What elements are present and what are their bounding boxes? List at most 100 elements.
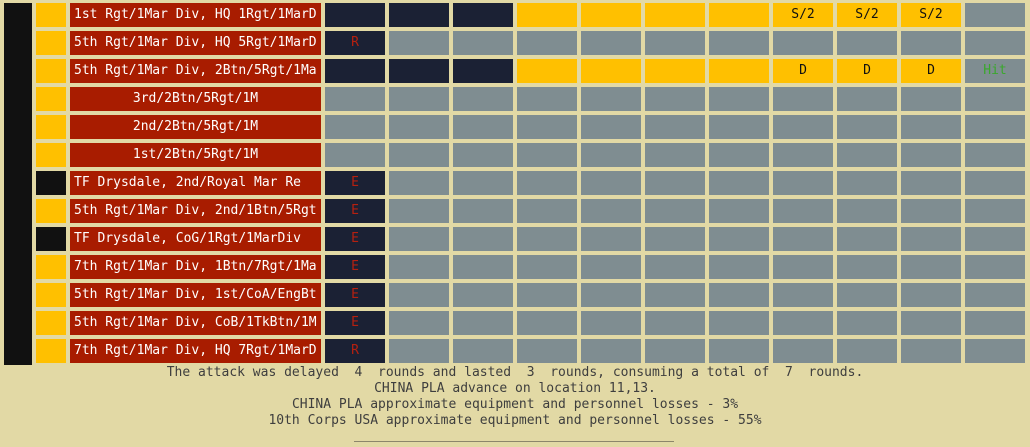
- round-result-cell: [773, 283, 833, 307]
- round-result-cell: [581, 3, 641, 27]
- unit-side-marker: [36, 255, 66, 279]
- round-result-cell: [517, 199, 577, 223]
- unit-name[interactable]: 5th Rgt/1Mar Div, 2Btn/5Rgt/1Ma: [70, 59, 321, 83]
- unit-name[interactable]: 5th Rgt/1Mar Div, 1st/CoA/EngBt: [70, 283, 321, 307]
- round-result-cell: [389, 199, 449, 223]
- unit-row[interactable]: 1st/2Btn/5Rgt/1M: [0, 140, 1030, 168]
- unit-side-marker: [36, 115, 66, 139]
- unit-name[interactable]: 7th Rgt/1Mar Div, HQ 7Rgt/1MarD: [70, 339, 321, 363]
- round-result-cell: S/2: [837, 3, 897, 27]
- round-result-cell: [901, 283, 961, 307]
- round-result-cell: [709, 255, 769, 279]
- unit-name[interactable]: 5th Rgt/1Mar Div, HQ 5Rgt/1MarD: [70, 31, 321, 55]
- unit-name[interactable]: 1st Rgt/1Mar Div, HQ 1Rgt/1MarD: [70, 3, 321, 27]
- round-result-cell: [645, 283, 705, 307]
- unit-side-marker: [36, 283, 66, 307]
- round-result-cell: [581, 171, 641, 195]
- round-result-cell: [389, 255, 449, 279]
- round-result-cell: [645, 115, 705, 139]
- round-result-cell: [453, 339, 513, 363]
- round-result-cell: [645, 171, 705, 195]
- round-result-cell: [453, 171, 513, 195]
- round-result-cell: [517, 171, 577, 195]
- round-result-cell: [325, 87, 385, 111]
- round-result-cell: [581, 59, 641, 83]
- round-result-cell: [709, 171, 769, 195]
- round-result-cell: [453, 311, 513, 335]
- round-result-cell: [965, 3, 1025, 27]
- round-result-cell: [837, 255, 897, 279]
- combat-results-grid: 1st Rgt/1Mar Div, HQ 1Rgt/1MarD S/2 S/2 S/2…: [0, 0, 1030, 365]
- unit-side-marker: [36, 31, 66, 55]
- round-result-cell: [965, 171, 1025, 195]
- unit-name[interactable]: 7th Rgt/1Mar Div, 1Btn/7Rgt/1Ma: [70, 255, 321, 279]
- round-result-cell: [709, 31, 769, 55]
- round-result-cell: E: [325, 283, 385, 307]
- round-result-cell: [965, 143, 1025, 167]
- round-result-cell: [581, 199, 641, 223]
- round-result-cell: [645, 59, 705, 83]
- round-result-cell: [325, 115, 385, 139]
- round-result-cell: [453, 3, 513, 27]
- round-result-cell: [325, 3, 385, 27]
- unit-side-marker: [36, 3, 66, 27]
- unit-row[interactable]: TF Drysdale, 2nd/Royal Mar Re E: [0, 168, 1030, 196]
- round-result-cell: E: [325, 311, 385, 335]
- unit-side-marker: [36, 171, 66, 195]
- round-result-cell: [581, 255, 641, 279]
- unit-name[interactable]: 3rd/2Btn/5Rgt/1M: [70, 87, 321, 111]
- unit-name[interactable]: 1st/2Btn/5Rgt/1M: [70, 143, 321, 167]
- round-result-cell: [389, 227, 449, 251]
- round-result-cell: [581, 339, 641, 363]
- round-result-cell: [517, 283, 577, 307]
- unit-row[interactable]: 7th Rgt/1Mar Div, HQ 7Rgt/1MarD R: [0, 336, 1030, 364]
- unit-row[interactable]: 5th Rgt/1Mar Div, 2nd/1Btn/5Rgt E: [0, 196, 1030, 224]
- unit-row[interactable]: 1st Rgt/1Mar Div, HQ 1Rgt/1MarD S/2 S/2 S/2: [0, 0, 1030, 28]
- unit-row[interactable]: 5th Rgt/1Mar Div, HQ 5Rgt/1MarD R: [0, 28, 1030, 56]
- round-result-cell: [389, 311, 449, 335]
- divider-line: [354, 441, 674, 442]
- unit-row[interactable]: 2nd/2Btn/5Rgt/1M: [0, 112, 1030, 140]
- round-result-cell: [965, 283, 1025, 307]
- unit-row[interactable]: 5th Rgt/1Mar Div, 1st/CoA/EngBt E: [0, 280, 1030, 308]
- unit-row[interactable]: TF Drysdale, CoG/1Rgt/1MarDiv E: [0, 224, 1030, 252]
- round-result-cell: D: [901, 59, 961, 83]
- unit-name[interactable]: 5th Rgt/1Mar Div, 2nd/1Btn/5Rgt: [70, 199, 321, 223]
- round-result-cell: [389, 339, 449, 363]
- unit-name[interactable]: TF Drysdale, CoG/1Rgt/1MarDiv: [70, 227, 321, 251]
- unit-row[interactable]: 5th Rgt/1Mar Div, CoB/1TkBtn/1M E: [0, 308, 1030, 336]
- round-result-cell: R: [325, 339, 385, 363]
- round-result-cell: [453, 227, 513, 251]
- round-result-cell: [773, 115, 833, 139]
- round-result-cell: [517, 3, 577, 27]
- round-result-cell: [709, 339, 769, 363]
- round-result-cell: E: [325, 199, 385, 223]
- round-result-cell: [773, 255, 833, 279]
- round-result-cell: [709, 87, 769, 111]
- round-result-cell: [453, 143, 513, 167]
- round-result-cell: [517, 59, 577, 83]
- unit-row[interactable]: 5th Rgt/1Mar Div, 2Btn/5Rgt/1Ma D D D Hit: [0, 56, 1030, 84]
- unit-side-marker: [36, 143, 66, 167]
- unit-name[interactable]: 2nd/2Btn/5Rgt/1M: [70, 115, 321, 139]
- round-result-cell: [325, 143, 385, 167]
- round-result-cell: [901, 171, 961, 195]
- round-result-cell: [837, 31, 897, 55]
- unit-name[interactable]: 5th Rgt/1Mar Div, CoB/1TkBtn/1M: [70, 311, 321, 335]
- advance-line: CHINA PLA advance on location 11,13.: [374, 381, 656, 396]
- round-result-cell: E: [325, 227, 385, 251]
- round-result-cell: [389, 283, 449, 307]
- round-result-cell: [965, 311, 1025, 335]
- round-result-cell: [453, 59, 513, 83]
- round-result-cell: [901, 31, 961, 55]
- unit-row[interactable]: 7th Rgt/1Mar Div, 1Btn/7Rgt/1Ma E: [0, 252, 1030, 280]
- unit-name[interactable]: TF Drysdale, 2nd/Royal Mar Re: [70, 171, 321, 195]
- unit-row[interactable]: 3rd/2Btn/5Rgt/1M: [0, 84, 1030, 112]
- china-losses-line: CHINA PLA approximate equipment and pers…: [291, 397, 739, 412]
- round-result-cell: S/2: [901, 3, 961, 27]
- round-result-cell: [517, 339, 577, 363]
- round-result-cell: [837, 171, 897, 195]
- round-result-cell: [773, 227, 833, 251]
- round-result-cell: [965, 115, 1025, 139]
- round-result-cell: [837, 311, 897, 335]
